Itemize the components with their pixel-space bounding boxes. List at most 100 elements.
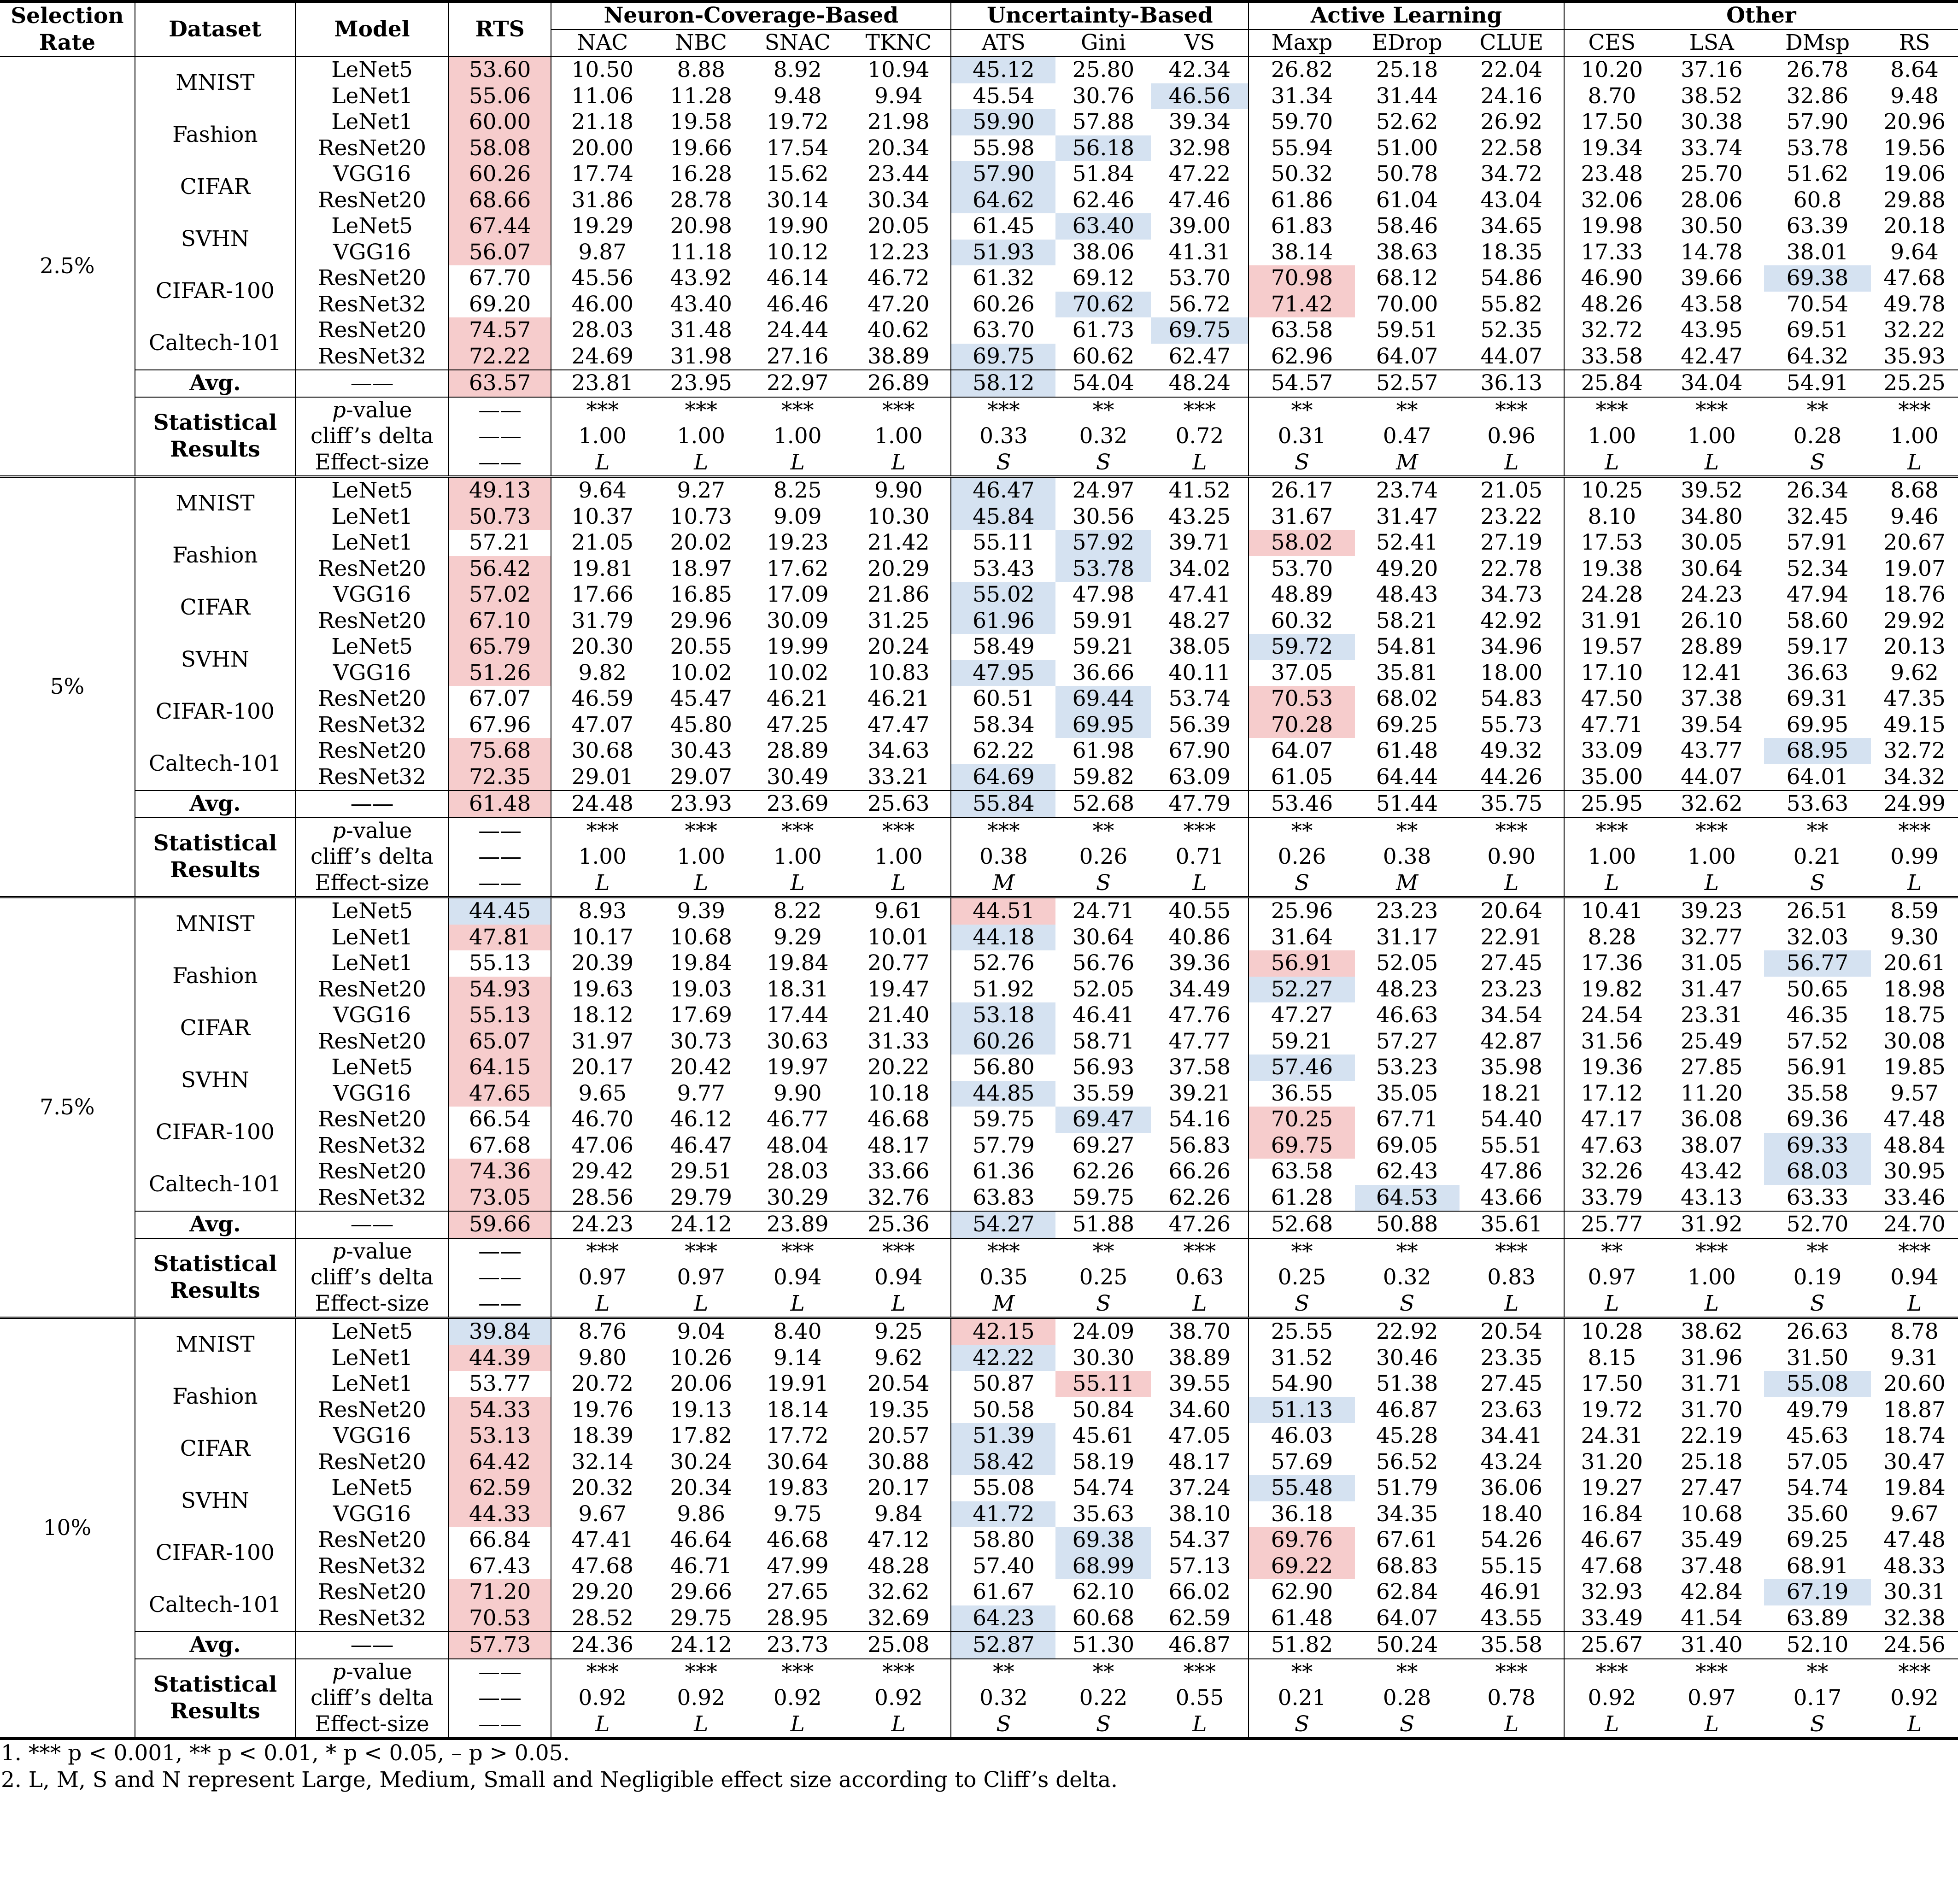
cell-lsa: 43.13 (1681, 1184, 1743, 1210)
cell-nbc: 16.85 (670, 582, 733, 607)
stat-row-cliff: cliff’s delta —— 0.92 0.92 0.92 0.92 0.32 0.22 0… (0, 1685, 1958, 1711)
header-group-0: Neuron-Coverage-Based (551, 0, 951, 30)
cell-dmsp: 51.62 (1786, 161, 1849, 187)
cell-rts: 39.84 (448, 1317, 551, 1345)
cell-tknc: 47.20 (868, 291, 930, 317)
table-row: ResNet32 69.20 46.00 43.40 46.46 47.20 60.26 70… (0, 291, 1958, 317)
cell-rs: 9.48 (1890, 83, 1939, 109)
cell-rts: 54.33 (448, 1397, 551, 1423)
cell-snac: 8.40 (749, 1317, 847, 1345)
cell-vs: 42.34 (1168, 57, 1231, 82)
cell-nac: 31.86 (551, 187, 654, 213)
cell-nac: 28.03 (551, 317, 654, 344)
cell-rts: 66.54 (448, 1107, 551, 1133)
stat-pvalue-vs: *** (1183, 397, 1216, 423)
cell-rs: 8.59 (1871, 896, 1958, 925)
cell-snac: 46.46 (766, 291, 829, 317)
cell-lsa: 30.50 (1681, 213, 1743, 239)
stat-row-effect: Effect-size —— L L L L M S L S S L L L S L (0, 1290, 1958, 1318)
cell-rts: 53.60 (448, 57, 551, 83)
stat-effect-nac: L (551, 1711, 654, 1740)
cell-gini: 59.82 (1072, 764, 1135, 790)
cell-ats: 52.76 (950, 950, 1056, 977)
cell-ces: 19.36 (1563, 1055, 1659, 1081)
cell-snac: 30.29 (766, 1184, 829, 1210)
cell-gini: 69.12 (1072, 265, 1135, 291)
cell-vs: 56.72 (1168, 291, 1231, 317)
cell-rs: 32.38 (1883, 1605, 1946, 1631)
cell-maxp: 37.05 (1248, 660, 1355, 686)
cell-rts: 74.36 (448, 1159, 551, 1185)
cell-vs: 66.02 (1168, 1579, 1231, 1605)
model-name: LeNet1 (295, 1345, 449, 1371)
cell-ces: 33.58 (1563, 343, 1659, 370)
cell-snac: 30.49 (766, 764, 829, 790)
cell-lsa: 30.64 (1681, 556, 1743, 581)
cell-rts: 55.06 (448, 83, 551, 109)
stat-cliff-dmsp: 0.28 (1793, 423, 1842, 449)
selection-rate: 2.5% (0, 57, 135, 477)
cell-clue: 34.54 (1480, 1002, 1543, 1028)
cell-edrop: 64.53 (1354, 1184, 1460, 1211)
cell-snac: 9.14 (773, 1345, 822, 1371)
avg-nac: 24.23 (551, 1211, 654, 1239)
avg-ces: 25.84 (1563, 369, 1659, 398)
cell-maxp: 31.67 (1248, 504, 1355, 530)
cell-snac: 19.97 (766, 1055, 829, 1080)
cell-maxp: 61.83 (1248, 213, 1355, 240)
cell-tknc: 10.01 (868, 924, 930, 950)
cell-nac: 29.42 (551, 1159, 654, 1185)
stat-pvalue-rs: *** (1898, 1238, 1931, 1264)
cell-rts: 65.79 (448, 634, 551, 660)
cell-clue: 23.63 (1480, 1397, 1543, 1423)
cell-dmsp: 69.51 (1786, 317, 1849, 343)
stat-cliff-edrop: 0.28 (1383, 1685, 1431, 1711)
cell-nbc: 20.55 (670, 634, 733, 659)
cell-gini: 69.95 (1055, 712, 1151, 738)
cell-vs: 40.11 (1168, 660, 1231, 685)
stat-row-pvalue: Statistical Results p-value —— *** *** *** ***… (0, 1658, 1958, 1740)
stat-pvalue-tknc: *** (882, 1659, 915, 1685)
cell-ces: 17.53 (1563, 530, 1659, 556)
cell-nbc: 9.77 (677, 1080, 726, 1106)
cell-snac: 17.44 (766, 1002, 829, 1028)
model-name: LeNet1 (295, 924, 449, 950)
stat-label-effect: Effect-size (295, 1290, 449, 1318)
stat-cliff-snac: 0.94 (773, 1265, 822, 1290)
avg-lsa: 31.92 (1659, 1211, 1764, 1239)
cell-maxp: 61.86 (1248, 187, 1355, 213)
cell-rts: 44.39 (448, 1345, 551, 1371)
cell-tknc: 32.76 (868, 1184, 930, 1210)
cell-clue: 47.86 (1480, 1159, 1543, 1184)
cell-nbc: 19.66 (670, 135, 733, 161)
table-row: CIFAR VGG16 60.26 17.74 16.28 15.62 23.44 57.90… (0, 161, 1958, 213)
cell-gini: 68.99 (1055, 1553, 1151, 1579)
stat-pvalue-gini: ** (1092, 1238, 1114, 1264)
stat-pvalue-clue: *** (1495, 1238, 1528, 1264)
stat-effect-vs: L (1192, 1290, 1207, 1316)
stat-rts-dash: —— (448, 1685, 551, 1711)
stat-cliff-gini: 0.32 (1079, 423, 1128, 449)
stat-effect-gini: S (1096, 870, 1111, 896)
cell-dmsp: 26.51 (1764, 896, 1871, 925)
cell-rs: 18.75 (1883, 1002, 1946, 1028)
cell-maxp: 70.25 (1248, 1107, 1355, 1133)
cell-ats: 51.93 (950, 239, 1056, 265)
cell-gini: 70.62 (1055, 291, 1151, 317)
cell-rts: 53.77 (448, 1371, 551, 1397)
cell-ats: 47.95 (950, 660, 1056, 686)
cell-gini: 69.27 (1072, 1132, 1135, 1158)
statistical-results-label: Statistical Results (134, 1658, 296, 1740)
cell-tknc: 38.89 (868, 343, 930, 369)
stat-label-pvalue: p-value (295, 817, 449, 844)
cell-vs: 40.86 (1168, 924, 1231, 950)
stat-pvalue-dmsp: ** (1806, 1659, 1829, 1685)
stat-pvalue-nbc: *** (685, 397, 718, 423)
cell-tknc: 32.62 (868, 1579, 930, 1605)
cell-snac: 27.16 (766, 343, 829, 369)
stat-label-effect: Effect-size (295, 449, 449, 477)
cell-clue: 42.92 (1480, 608, 1543, 633)
cell-ats: 50.87 (950, 1371, 1056, 1397)
stat-effect-rs: L (1907, 870, 1922, 896)
stat-pvalue-gini: ** (1092, 818, 1114, 844)
